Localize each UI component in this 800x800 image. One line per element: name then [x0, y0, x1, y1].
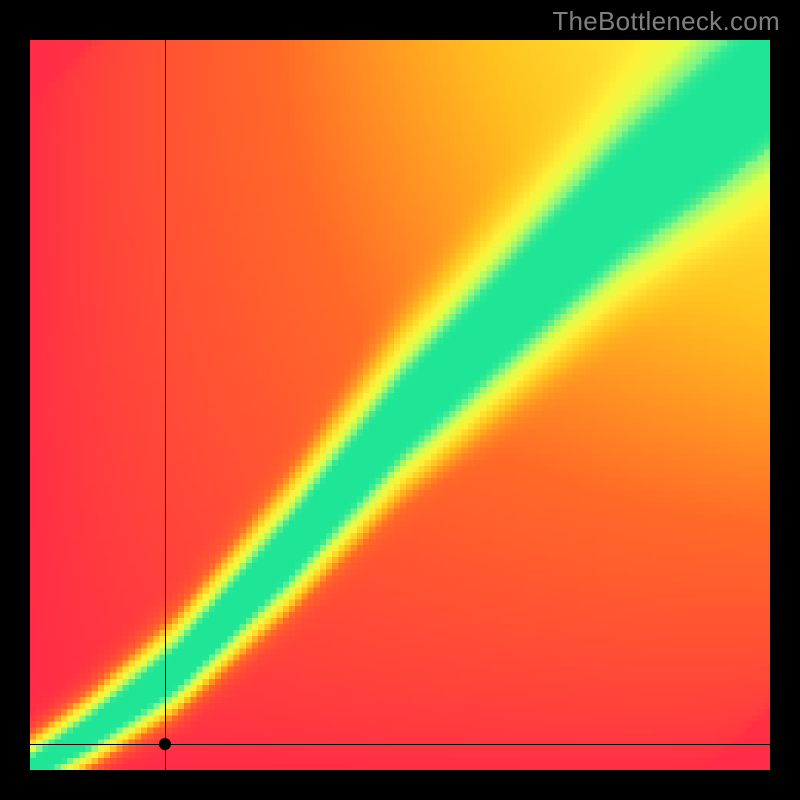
crosshair-vertical	[165, 40, 166, 770]
crosshair-horizontal	[30, 744, 770, 745]
marker-dot	[159, 738, 171, 750]
chart-container: TheBottleneck.com	[0, 0, 800, 800]
watermark-text: TheBottleneck.com	[552, 6, 780, 37]
heatmap-canvas	[30, 40, 770, 770]
heatmap-plot-area	[30, 40, 770, 770]
